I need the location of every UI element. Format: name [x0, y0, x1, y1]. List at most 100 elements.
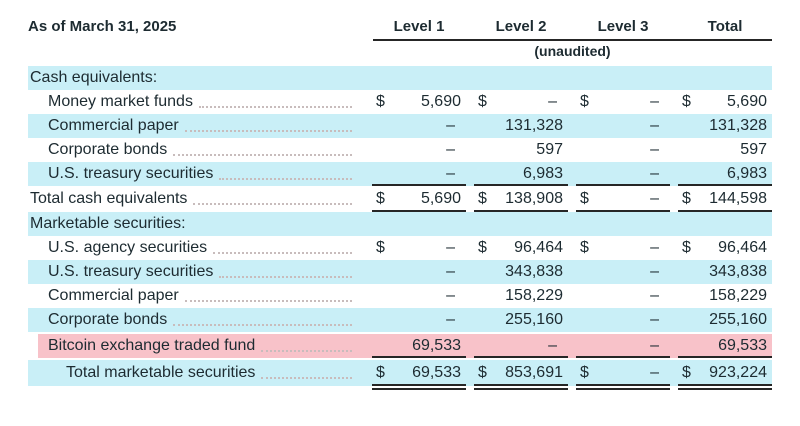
- cell-value: –: [548, 337, 557, 354]
- cell-value: –: [650, 263, 659, 280]
- value-cell-level1: $69,533: [372, 360, 466, 390]
- table-row: Commercial paper – 158,229 – 158,229: [28, 284, 772, 308]
- currency-symbol: $: [478, 239, 487, 256]
- table-header-row: As of March 31, 2025 Level 1 Level 2 Lev…: [28, 8, 772, 39]
- currency-symbol: $: [682, 239, 691, 256]
- value-cell-level3: –: [576, 284, 670, 308]
- row-label-cell: Corporate bonds: [28, 311, 364, 329]
- cell-value: 343,838: [709, 263, 767, 280]
- table-row: Corporate bonds – 255,160 – 255,160: [28, 308, 772, 332]
- cell-value: 69,533: [412, 337, 461, 354]
- table-row: U.S. agency securities $ – $96,464 $ – $96,464: [28, 236, 772, 260]
- value-cell-level2: [474, 66, 568, 90]
- currency-symbol: $: [682, 190, 691, 207]
- currency-symbol: $: [580, 239, 589, 256]
- cell-value: –: [650, 165, 659, 182]
- row-label-cell: U.S. agency securities: [28, 239, 364, 257]
- value-cell-level2: 597: [474, 138, 568, 162]
- currency-symbol: $: [580, 190, 589, 207]
- row-label: Corporate bonds: [48, 311, 168, 328]
- leader-dots: [173, 154, 352, 156]
- row-label-cell: Total cash equivalents: [28, 190, 364, 208]
- row-label-cell: Corporate bonds: [28, 141, 364, 159]
- column-header-level2: Level 2: [495, 18, 547, 35]
- cell-value: 96,464: [514, 239, 563, 256]
- value-cell-total: $96,464: [678, 236, 772, 260]
- cell-value: 158,229: [505, 287, 563, 304]
- cell-value: 853,691: [505, 364, 563, 381]
- value-cell-level2: $138,908: [474, 186, 568, 216]
- cell-value: 69,533: [718, 337, 767, 354]
- table-row: Total marketable securities $69,533 $853,6…: [28, 360, 772, 390]
- header-rule-line: [373, 39, 772, 41]
- currency-symbol: $: [478, 93, 487, 110]
- value-cell-level3: [576, 212, 670, 236]
- table-row: Bitcoin exchange traded fund 69,533 – – 69,5…: [28, 332, 772, 360]
- table-row: U.S. treasury securities – 6,983 – 6,983: [28, 162, 772, 186]
- value-cell-total: [678, 66, 772, 90]
- value-cell-total: 158,229: [678, 284, 772, 308]
- row-label: U.S. agency securities: [48, 239, 208, 256]
- value-cell-level1: –: [372, 308, 466, 332]
- currency-symbol: $: [580, 364, 589, 381]
- cell-value: 5,690: [420, 93, 461, 110]
- value-cell-level3: –: [576, 114, 670, 138]
- column-header-level3: Level 3: [597, 18, 649, 35]
- value-cell-level1: [372, 66, 466, 90]
- value-cell-level2: $853,691: [474, 360, 568, 390]
- cell-value: –: [650, 311, 659, 328]
- row-label: Cash equivalents:: [30, 69, 158, 86]
- leader-dots: [219, 276, 352, 278]
- cell-value: 96,464: [718, 239, 767, 256]
- cell-value: –: [650, 190, 659, 207]
- value-cell-level2: 158,229: [474, 284, 568, 308]
- cell-value: 597: [536, 141, 563, 158]
- table-row: Total cash equivalents $5,690 $138,908 $ – $1…: [28, 186, 772, 216]
- value-cell-total: 597: [678, 138, 772, 162]
- cell-value: 6,983: [522, 165, 563, 182]
- value-cell-level1: 69,533: [372, 334, 466, 358]
- cell-value: –: [650, 93, 659, 110]
- row-label-cell: U.S. treasury securities: [28, 165, 364, 183]
- currency-symbol: $: [376, 190, 385, 207]
- row-label: Money market funds: [48, 93, 193, 110]
- value-cell-level2: –: [474, 334, 568, 358]
- value-cell-level2: $96,464: [474, 236, 568, 260]
- cell-value: 69,533: [412, 364, 461, 381]
- value-cell-level1: $ –: [372, 236, 466, 260]
- value-cell-level1: [372, 212, 466, 236]
- cell-value: –: [446, 117, 455, 134]
- currency-symbol: $: [682, 364, 691, 381]
- cell-value: –: [446, 287, 455, 304]
- leader-dots: [193, 203, 352, 205]
- currency-symbol: $: [376, 364, 385, 381]
- row-label-cell: U.S. treasury securities: [28, 263, 364, 281]
- leader-dots: [219, 178, 352, 180]
- cell-value: –: [650, 239, 659, 256]
- currency-symbol: $: [478, 364, 487, 381]
- value-cell-level1: –: [372, 260, 466, 284]
- value-cell-level1: –: [372, 162, 466, 186]
- row-label-cell: Commercial paper: [28, 117, 364, 135]
- table-row: Commercial paper – 131,328 – 131,328: [28, 114, 772, 138]
- row-label: U.S. treasury securities: [48, 263, 214, 280]
- value-cell-total: $923,224: [678, 360, 772, 390]
- cell-value: –: [650, 364, 659, 381]
- value-cell-level1: –: [372, 284, 466, 308]
- value-cell-level1: –: [372, 138, 466, 162]
- value-cell-level2: 131,328: [474, 114, 568, 138]
- table-row: Corporate bonds – 597 – 597: [28, 138, 772, 162]
- value-cell-level2: $ –: [474, 90, 568, 114]
- cell-value: 158,229: [709, 287, 767, 304]
- value-cell-level3: $ –: [576, 360, 670, 390]
- cell-value: 131,328: [709, 117, 767, 134]
- leader-dots: [261, 377, 352, 379]
- column-header-total: Total: [707, 18, 743, 35]
- table-row: Money market funds $5,690 $ – $ – $5,690: [28, 90, 772, 114]
- currency-symbol: $: [580, 93, 589, 110]
- leader-dots: [198, 106, 352, 108]
- cell-value: –: [446, 263, 455, 280]
- row-label: Corporate bonds: [48, 141, 168, 158]
- leader-dots: [261, 350, 352, 352]
- currency-symbol: $: [376, 93, 385, 110]
